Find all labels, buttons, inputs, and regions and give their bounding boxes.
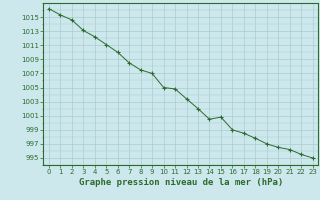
X-axis label: Graphe pression niveau de la mer (hPa): Graphe pression niveau de la mer (hPa)	[79, 178, 283, 187]
